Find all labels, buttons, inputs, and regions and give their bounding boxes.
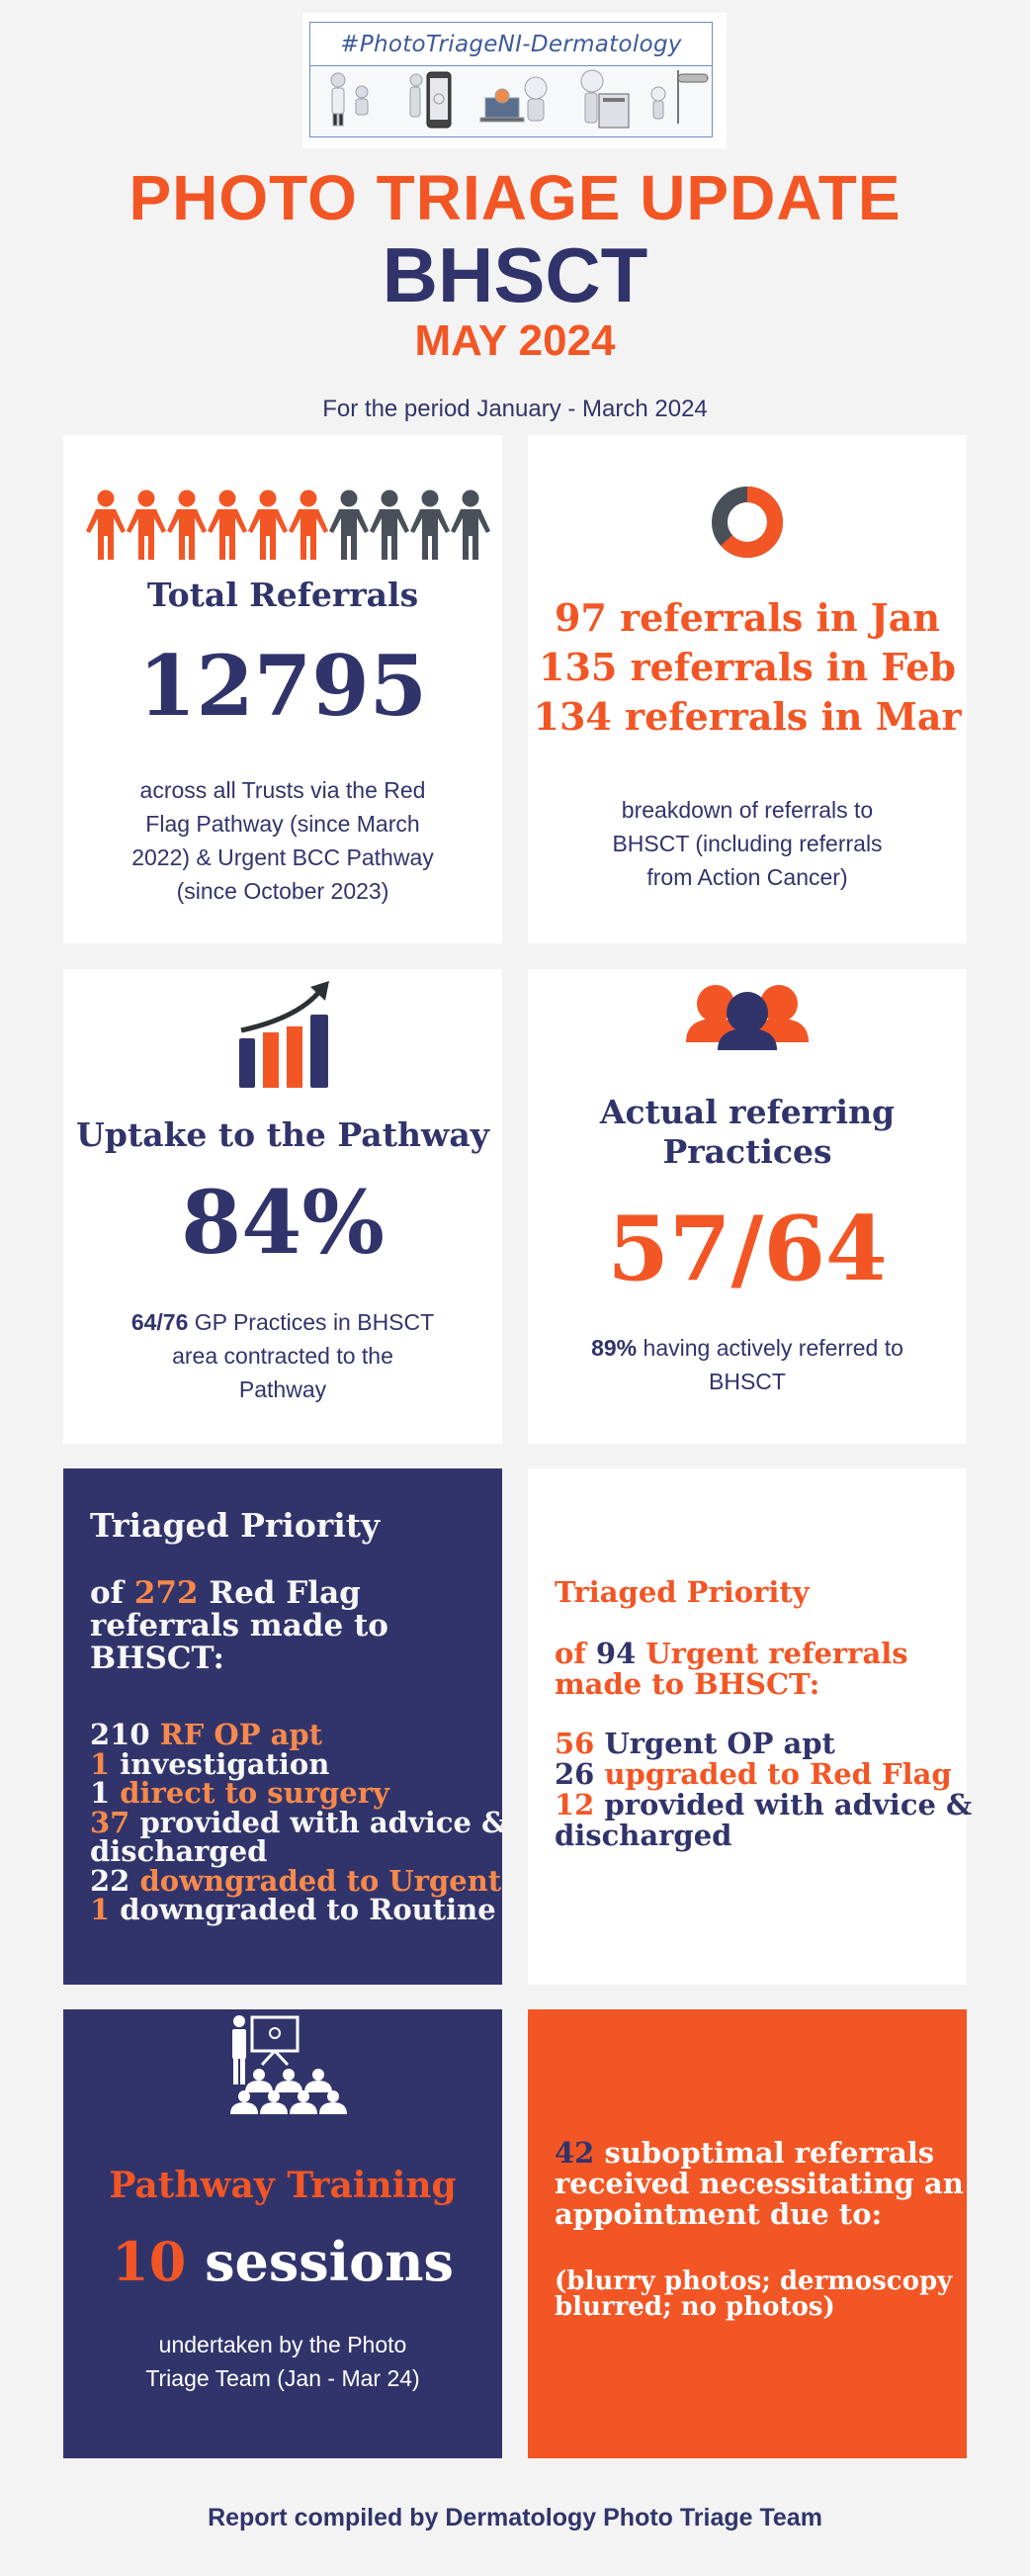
desc-line: from Action Cancer) <box>646 864 848 890</box>
desc-line: Flag Pathway (since March <box>145 811 420 837</box>
red-flag-total: 272 <box>133 1575 199 1611</box>
uptake-card: Uptake to the Pathway 84% 64/76 GP Pract… <box>63 969 502 1444</box>
urgent-triage-heading: Triaged Priority <box>555 1575 810 1609</box>
total-referrals-heading: Total Referrals <box>146 576 419 614</box>
desc-line: (since October 2023) <box>176 878 389 904</box>
monthly-line-feb: 135 referrals in Feb <box>539 645 956 689</box>
urgent-outcomes-list: 56 Urgent OP apt 26 upgraded to Red Flag… <box>555 1729 993 1851</box>
desc-line: BHSCT <box>709 1369 786 1394</box>
trust-name: BHSCT <box>382 231 648 318</box>
list-item-continuation: discharged <box>90 1834 268 1868</box>
desc-line: BHSCT (including referrals <box>612 831 883 856</box>
desc-line: 2022) & Urgent BCC Pathway <box>131 844 434 870</box>
uptake-description: 64/76 GP Practices in BHSCT area contrac… <box>63 1305 502 1406</box>
referring-practices-heading: Actual referring Practices <box>599 1093 896 1171</box>
uptake-value: 84% <box>180 1171 386 1274</box>
training-description: undertaken by the Photo Triage Team (Jan… <box>145 2332 420 2391</box>
people-row-icon <box>63 489 502 563</box>
desc-line: across all Trusts via the Red <box>139 777 426 803</box>
group-users-icon <box>528 979 967 1050</box>
list-item: 26 upgraded to Red Flag <box>555 1757 952 1791</box>
referring-practices-card: Actual referring Practices 57/64 89% hav… <box>528 969 967 1444</box>
referring-practices-value: 57/64 <box>607 1197 888 1301</box>
uptake-heading: Uptake to the Pathway <box>76 1115 489 1154</box>
logo-hashtag: #PhotoTriageNI-Dermatology <box>310 23 712 66</box>
list-item-continuation: discharged <box>555 1819 732 1852</box>
total-referrals-card: Total Referrals 12795 across all Trusts … <box>63 435 502 943</box>
suboptimal-count: 42 <box>555 2136 595 2170</box>
red-flag-intro: of 272 Red Flag referrals made to BHSCT: <box>90 1575 388 1676</box>
red-flag-triage-heading: Triaged Priority <box>90 1506 381 1545</box>
photo-triage-illustration-icon <box>310 66 712 136</box>
urgent-intro: of 94 Urgent referrals made to BHSCT: <box>555 1637 908 1701</box>
list-item: 1 direct to surgery <box>90 1776 389 1810</box>
report-period: For the period January - March 2024 <box>322 396 708 422</box>
page-title: PHOTO TRIAGE UPDATE <box>129 162 901 233</box>
urgent-triage-card: Triaged Priority of 94 Urgent referrals … <box>528 1468 972 1985</box>
bar-chart-growth-icon <box>63 975 502 1089</box>
desc-line: 64/76 GP Practices in BHSCT <box>130 1309 435 1335</box>
monthly-line-jan: 97 referrals in Jan <box>554 595 941 640</box>
red-flag-outcomes-list: 210 RF OP apt 1 investigation 1 direct t… <box>90 1718 529 1926</box>
referring-practices-description: 89% having actively referred to BHSCT <box>528 1331 967 1398</box>
urgent-total: 94 <box>595 1637 637 1670</box>
suboptimal-reasons: (blurry photos; dermoscopy blurred; no p… <box>555 2266 953 2322</box>
total-referrals-value: 12795 <box>137 637 428 735</box>
suboptimal-referrals-card: 42 suboptimal referrals received necessi… <box>528 2009 967 2458</box>
training-session-count: 10 <box>112 2230 187 2293</box>
training-heading: Pathway Training <box>109 2165 457 2206</box>
footer-credit: Report compiled by Dermatology Photo Tri… <box>208 2504 822 2532</box>
active-referral-percent: 89% <box>591 1335 638 1361</box>
list-item: 1 investigation <box>90 1746 330 1781</box>
suboptimal-summary: 42 suboptimal referrals received necessi… <box>555 2136 964 2231</box>
contracted-practices-count: 64/76 <box>130 1309 189 1335</box>
training-card: Pathway Training 10 sessions undertaken … <box>63 2009 502 2458</box>
list-item: 37 provided with advice & <box>90 1805 508 1839</box>
desc-line: 89% having actively referred to <box>591 1335 903 1361</box>
list-item: 56 Urgent OP apt <box>555 1727 835 1760</box>
desc-line: breakdown of referrals to <box>621 797 874 823</box>
logo: #PhotoTriageNI-Dermatology <box>302 13 727 148</box>
logo-box: #PhotoTriageNI-Dermatology <box>309 22 713 137</box>
desc-line: area contracted to the <box>172 1343 393 1369</box>
training-sessions: 10 sessions <box>112 2230 454 2293</box>
presentation-audience-icon <box>63 2013 502 2116</box>
total-referrals-description: across all Trusts via the Red Flag Pathw… <box>63 773 502 908</box>
monthly-description: breakdown of referrals to BHSCT (includi… <box>528 793 967 894</box>
list-item: 210 RF OP apt <box>90 1718 323 1751</box>
list-item: 1 downgraded to Routine <box>90 1893 496 1926</box>
red-flag-triage-card: Triaged Priority of 272 Red Flag referra… <box>63 1468 507 1985</box>
monthly-line-mar: 134 referrals in Mar <box>533 694 962 739</box>
monthly-referrals-card: 97 referrals in Jan 135 referrals in Feb… <box>528 435 967 943</box>
desc-line: Pathway <box>238 1377 327 1402</box>
list-item: 12 provided with advice & <box>555 1788 973 1821</box>
monthly-breakdown: 97 referrals in Jan 135 referrals in Feb… <box>528 593 967 742</box>
donut-chart-icon <box>528 485 967 560</box>
report-month: MAY 2024 <box>414 316 616 365</box>
list-item: 22 downgraded to Urgent <box>90 1863 502 1898</box>
